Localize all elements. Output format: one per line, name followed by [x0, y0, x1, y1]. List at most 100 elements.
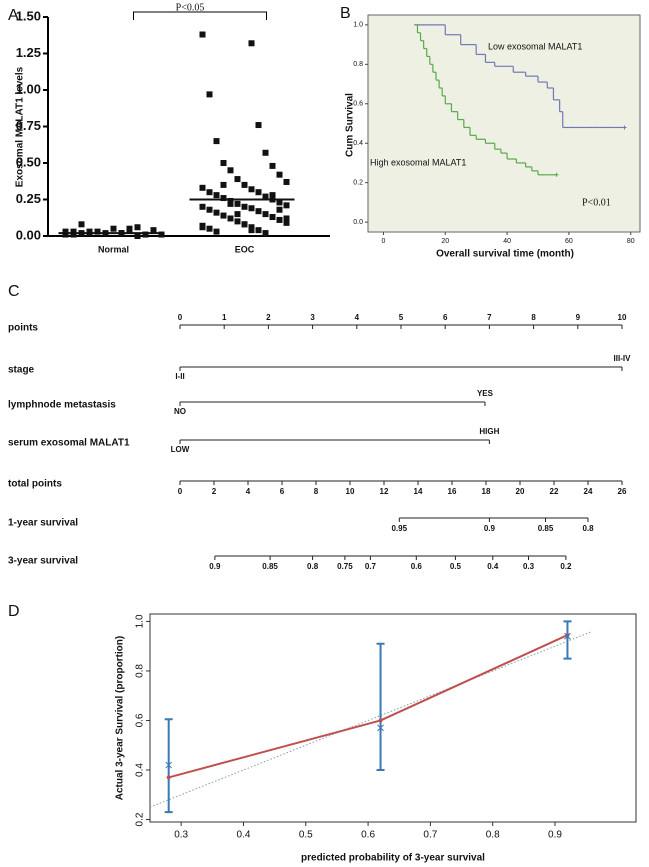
data-point — [62, 228, 69, 235]
scale-label: 0.95 — [392, 524, 408, 533]
y-tick-label: 1.0 — [135, 614, 146, 628]
scale-label: 0.7 — [365, 562, 377, 571]
data-point — [158, 231, 165, 238]
data-point — [150, 227, 157, 234]
data-point — [269, 162, 276, 169]
scale-label: I-II — [175, 372, 184, 381]
y-axis-label: Cum Survival — [345, 93, 356, 157]
scale-label: 0.9 — [484, 524, 496, 533]
data-point — [255, 189, 262, 196]
row-label: lymphnode metastasis — [8, 400, 116, 411]
x-tick-label: 0.8 — [486, 830, 500, 841]
data-point — [220, 160, 227, 166]
x-axis-label: Overall survival time (month) — [436, 249, 574, 260]
estimate-marker — [377, 724, 384, 732]
scale-label: HIGH — [479, 427, 499, 436]
data-point — [227, 215, 234, 222]
data-point — [283, 219, 290, 226]
scale-label: 2 — [266, 313, 271, 322]
y-tick-label: 0.0 — [353, 219, 363, 226]
data-point — [241, 221, 248, 228]
y-tick-label: 0.50 — [16, 154, 41, 169]
error-bar — [563, 620, 572, 660]
data-point — [262, 230, 269, 237]
x-tick-label: 80 — [627, 238, 635, 245]
x-axis-label: predicted probability of 3-year survival — [301, 853, 485, 864]
data-point — [134, 224, 141, 231]
x-tick-label: 0.5 — [299, 830, 313, 841]
data-point — [262, 193, 269, 200]
censor-mark — [622, 125, 627, 130]
x-tick-label: 0.4 — [237, 830, 251, 841]
y-tick-label: 0.2 — [135, 812, 146, 826]
data-point — [142, 231, 149, 238]
scale-label: 10 — [346, 487, 355, 496]
data-point — [78, 221, 85, 228]
y-tick-label: 1.25 — [16, 45, 41, 60]
scale-label: 12 — [380, 487, 389, 496]
significance-bracket — [133, 11, 267, 20]
scale-label: 0.9 — [209, 562, 221, 571]
scale-label: 22 — [550, 487, 559, 496]
y-tick-label: 1.50 — [16, 8, 41, 23]
x-tick-label: 0.6 — [361, 830, 375, 841]
scale-label: 4 — [355, 313, 360, 322]
scale-label: 0.5 — [450, 562, 462, 571]
data-point — [283, 215, 290, 222]
data-point — [220, 195, 227, 202]
row-label: stage — [8, 365, 35, 376]
data-point — [206, 91, 213, 98]
y-tick-label: 0.00 — [16, 227, 41, 242]
x-tick-label: 20 — [441, 238, 449, 245]
data-point — [276, 171, 283, 178]
data-point — [213, 228, 220, 235]
data-point — [241, 181, 248, 188]
data-point — [213, 209, 220, 216]
scale-label: 0.8 — [307, 562, 319, 571]
row-label: total points — [8, 479, 62, 490]
data-point — [220, 181, 227, 188]
scale-label: 1 — [222, 313, 227, 322]
y-tick-label: 0.8 — [353, 61, 363, 68]
scale-label: 9 — [576, 313, 581, 322]
data-point — [199, 203, 206, 210]
estimate-marker — [165, 761, 173, 769]
data-point — [276, 199, 283, 206]
scale-label: 0.8 — [582, 524, 594, 533]
x-tick-label: 40 — [503, 238, 511, 245]
data-point — [199, 224, 206, 231]
y-tick-label: 1.00 — [16, 81, 41, 96]
x-tick-label: 0.3 — [174, 830, 188, 841]
row-label: points — [8, 323, 38, 334]
scale-label: 2 — [212, 487, 217, 496]
scale-label: 0.4 — [487, 562, 499, 571]
data-point — [199, 31, 206, 38]
scale-label: 0.85 — [538, 524, 554, 533]
scale-label: 10 — [618, 313, 627, 322]
data-point — [234, 200, 241, 207]
data-point — [206, 225, 213, 232]
data-point — [255, 122, 262, 129]
scale-label: YES — [477, 389, 494, 398]
scale-label: 5 — [399, 313, 404, 322]
data-point — [94, 228, 101, 235]
data-point — [199, 184, 206, 191]
data-point — [227, 200, 234, 207]
data-point — [70, 231, 77, 238]
series-label: Low exosomal MALAT1 — [488, 41, 582, 51]
y-tick-label: 0.2 — [353, 180, 363, 187]
scale-label: 4 — [246, 487, 251, 496]
data-point — [134, 233, 141, 239]
panel-letter: A — [8, 7, 19, 24]
x-tick-label: 60 — [565, 238, 573, 245]
scale-label: 0.85 — [262, 562, 278, 571]
scale-label: 8 — [314, 487, 319, 496]
scale-label: 6 — [443, 313, 448, 322]
scale-label: 24 — [584, 487, 593, 496]
data-point — [126, 227, 133, 234]
data-point — [86, 228, 93, 235]
data-point — [283, 178, 290, 185]
data-point — [234, 176, 241, 183]
calibration-point — [565, 633, 570, 638]
